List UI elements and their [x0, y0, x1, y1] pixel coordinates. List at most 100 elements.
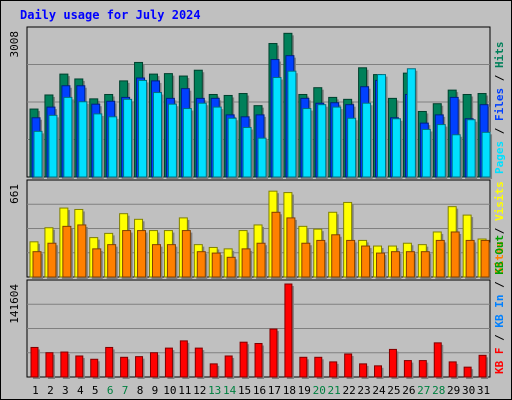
day-label-9: 9 — [152, 384, 159, 397]
bar-kb-f-day-8 — [135, 356, 145, 379]
chart-panels: 3008 Pages / Files / Hits 661 Sites / Visit… — [8, 26, 506, 397]
day-label-21: 21 — [328, 384, 341, 397]
bar-sites-day-23 — [361, 245, 372, 279]
day-label-10: 10 — [163, 384, 176, 397]
day-label-17: 17 — [268, 384, 281, 397]
bar-pages-day-3 — [63, 96, 74, 179]
day-label-2: 2 — [47, 384, 54, 397]
day-label-29: 29 — [447, 384, 460, 397]
bar-sites-day-9 — [151, 244, 163, 279]
legend-entry: Sites — [493, 241, 506, 274]
day-label-1: 1 — [32, 384, 39, 397]
bar-sites-day-28 — [435, 239, 447, 279]
bar-pages-day-26 — [406, 68, 418, 179]
ymax-label: 3008 — [8, 31, 21, 58]
day-label-27: 27 — [417, 384, 430, 397]
ymax-label: 661 — [8, 184, 21, 204]
day-label-24: 24 — [372, 384, 386, 397]
day-label-19: 19 — [298, 384, 311, 397]
bar-pages-day-13 — [212, 106, 224, 179]
bar-kb-f-day-3 — [60, 351, 70, 379]
bar-sites-day-5 — [92, 248, 103, 279]
bar-kb-f-day-9 — [149, 352, 160, 379]
bar-sites-day-31 — [480, 239, 492, 279]
bar-pages-day-27 — [421, 128, 433, 179]
bar-kb-f-day-31 — [478, 354, 489, 379]
day-label-3: 3 — [62, 384, 69, 397]
bar-sites-day-18 — [286, 217, 297, 279]
bar-sites-day-22 — [346, 239, 357, 279]
bar-kb-f-day-18 — [284, 283, 294, 379]
day-label-26: 26 — [402, 384, 415, 397]
bar-pages-day-11 — [182, 108, 194, 179]
panel-visits-sites: 661 Sites / Visits — [8, 179, 506, 279]
legend-hits-files-pages: Pages / Files / Hits — [493, 42, 506, 175]
bar-pages-day-7 — [123, 98, 134, 179]
bar-kb-f-day-2 — [45, 352, 55, 379]
bar-kb-f-day-13 — [209, 363, 220, 379]
legend-entry: Hits — [493, 42, 506, 69]
day-label-8: 8 — [137, 384, 144, 397]
bar-sites-day-29 — [450, 231, 462, 279]
ymax-label: 141604 — [8, 284, 21, 324]
bar-pages-day-9 — [152, 92, 164, 179]
bar-sites-day-10 — [166, 244, 178, 279]
legend-separator: / — [493, 121, 506, 141]
day-label-25: 25 — [387, 384, 400, 397]
legend-entry: KB Out — [493, 235, 506, 275]
bar-sites-day-8 — [137, 230, 148, 279]
legend-kbf-kbin-kbout: KB F / KB In / KB Out — [493, 235, 506, 374]
chart-title: Daily usage for July 2024 — [20, 8, 201, 22]
bar-pages-day-29 — [451, 134, 463, 179]
bar-kb-f-day-26 — [403, 360, 414, 379]
day-label-18: 18 — [283, 384, 296, 397]
legend-separator: / — [493, 221, 506, 241]
bar-pages-day-1 — [33, 130, 44, 179]
day-label-16: 16 — [253, 384, 266, 397]
bar-pages-day-17 — [272, 76, 283, 179]
day-label-7: 7 — [122, 384, 129, 397]
bar-pages-day-8 — [138, 79, 149, 179]
bar-pages-day-12 — [197, 102, 209, 179]
bar-pages-day-31 — [481, 131, 493, 179]
bar-kb-f-day-12 — [194, 347, 205, 379]
day-label-30: 30 — [462, 384, 475, 397]
day-label-5: 5 — [92, 384, 99, 397]
bar-pages-day-4 — [78, 101, 89, 179]
bar-sites-day-11 — [181, 230, 193, 279]
bar-kb-f-day-28 — [433, 342, 444, 379]
bar-pages-day-25 — [391, 118, 403, 179]
bar-sites-day-21 — [331, 234, 342, 279]
bar-kb-f-day-4 — [75, 355, 85, 379]
bar-pages-day-10 — [167, 103, 179, 179]
legend-entry: KB F — [493, 348, 506, 375]
x-axis-labels: 1 2 3 4 5 6 7 8 9 10 11 12 13 14 15 16 17 18 19 20 21 22 23 24 2… — [32, 384, 490, 397]
day-label-22: 22 — [342, 384, 355, 397]
bar-pages-day-20 — [317, 104, 328, 179]
bar-pages-day-22 — [347, 117, 358, 179]
bar-kb-f-day-24 — [374, 365, 384, 379]
bar-pages-day-19 — [302, 108, 313, 179]
bar-pages-day-18 — [287, 70, 298, 179]
bar-kb-f-day-6 — [105, 346, 115, 379]
bar-kb-f-day-16 — [254, 343, 265, 379]
bar-sites-day-4 — [77, 224, 88, 279]
bar-kb-f-day-11 — [179, 340, 190, 379]
bar-sites-day-15 — [241, 248, 253, 279]
bar-sites-day-17 — [271, 211, 282, 279]
bar-sites-day-19 — [301, 242, 312, 279]
bar-kb-f-day-25 — [388, 348, 399, 379]
bar-kb-f-day-30 — [463, 366, 474, 379]
bar-sites-day-3 — [62, 225, 73, 279]
bar-sites-day-12 — [196, 251, 208, 279]
bar-kb-f-day-29 — [448, 361, 459, 379]
day-label-6: 6 — [107, 384, 114, 397]
legend-visits-sites: Sites / Visits — [493, 181, 506, 274]
bar-sites-day-25 — [390, 251, 402, 279]
bar-kb-f-day-14 — [224, 355, 235, 379]
day-label-4: 4 — [77, 384, 84, 397]
legend-separator: / — [493, 68, 506, 88]
bar-pages-day-30 — [466, 119, 478, 179]
bar-sites-day-6 — [107, 244, 118, 279]
